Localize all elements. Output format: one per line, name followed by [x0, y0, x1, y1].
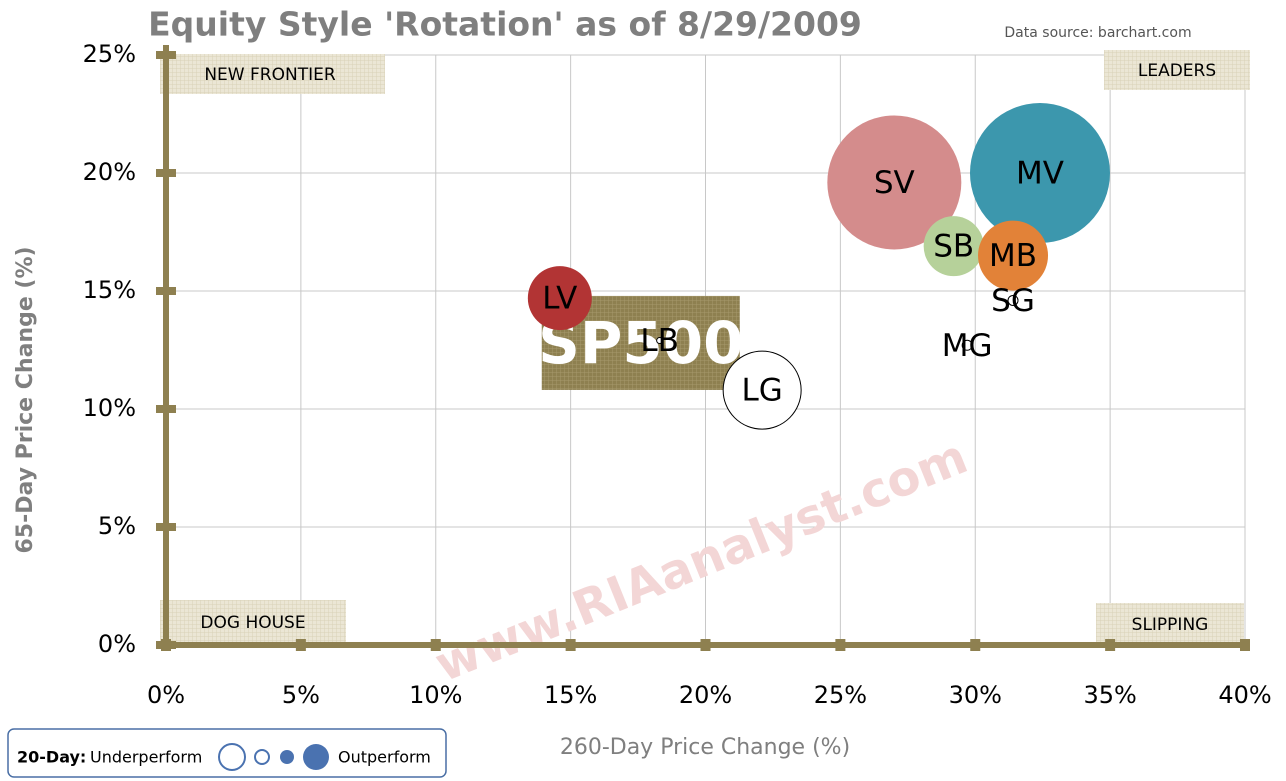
- x-tick-label: 30%: [949, 681, 1002, 709]
- bubble: [1007, 294, 1019, 306]
- y-tick-label: 5%: [98, 512, 136, 540]
- legend-swatch: [254, 749, 270, 765]
- legend-title: 20-Day:: [17, 748, 86, 767]
- bubble: [969, 103, 1110, 243]
- bubble: [923, 216, 984, 277]
- y-tick-label: 15%: [83, 276, 136, 304]
- x-axis-label: 260-Day Price Change (%): [560, 735, 850, 760]
- x-tick-label: 40%: [1218, 681, 1271, 709]
- bubble: [527, 266, 592, 331]
- bubble: [656, 337, 664, 345]
- y-axis-label: 65-Day Price Change (%): [13, 246, 38, 553]
- legend-high: Outperform: [338, 748, 431, 767]
- point-label: MV: [1016, 156, 1064, 192]
- quadrant-label: NEW FRONTIER: [204, 65, 335, 85]
- point-label: SG: [991, 283, 1035, 319]
- watermark: www.RIAanalyst.com: [427, 429, 975, 694]
- y-tick-label: 10%: [83, 394, 136, 422]
- legend-swatch: [303, 744, 329, 770]
- quadrant-label: DOG HOUSE: [200, 613, 305, 633]
- bubble: [961, 339, 973, 351]
- axes: 0% 5% 10% 15% 20% 25% 30% 35% 40% 0% 5% 10% 15% 20% 25…: [83, 40, 1272, 709]
- x-tick-label: 5%: [282, 681, 320, 709]
- point-label: MB: [989, 238, 1037, 274]
- y-tick-label: 25%: [83, 40, 136, 68]
- quadrant-box: [160, 54, 385, 94]
- x-tick-label: 25%: [814, 681, 867, 709]
- x-tick-label: 10%: [409, 681, 462, 709]
- quadrant-box: [1096, 603, 1244, 645]
- point-label: LV: [542, 281, 577, 317]
- source: Data source: barchart.com: [1004, 25, 1191, 41]
- quadrant-label: LEADERS: [1138, 61, 1216, 81]
- bubble: [978, 220, 1049, 291]
- y-tick-label: 0%: [98, 630, 136, 658]
- point-label: MG: [942, 328, 993, 364]
- x-tick-label: 35%: [1083, 681, 1136, 709]
- legend-low: Underperform: [90, 748, 202, 767]
- quadrant-label: SLIPPING: [1132, 615, 1209, 635]
- point-label: LB: [640, 323, 679, 359]
- point-label: SV: [874, 165, 915, 201]
- legend: 20-Day: Underperform Outperform: [7, 728, 447, 778]
- y-tick-label: 20%: [83, 158, 136, 186]
- quadrant-box: [1104, 50, 1250, 90]
- x-tick-label: 20%: [679, 681, 732, 709]
- legend-swatch: [280, 750, 294, 764]
- bubble: [722, 350, 802, 430]
- legend-swatch: [218, 743, 246, 771]
- chart-title: Equity Style 'Rotation' as of 8/29/2009: [148, 5, 862, 44]
- bubble: [827, 115, 962, 250]
- x-tick-label: 15%: [544, 681, 597, 709]
- x-tick-label: 0%: [147, 681, 185, 709]
- quadrant-box: [160, 600, 346, 642]
- point-label: SB: [933, 229, 974, 265]
- point-label: LG: [741, 373, 782, 409]
